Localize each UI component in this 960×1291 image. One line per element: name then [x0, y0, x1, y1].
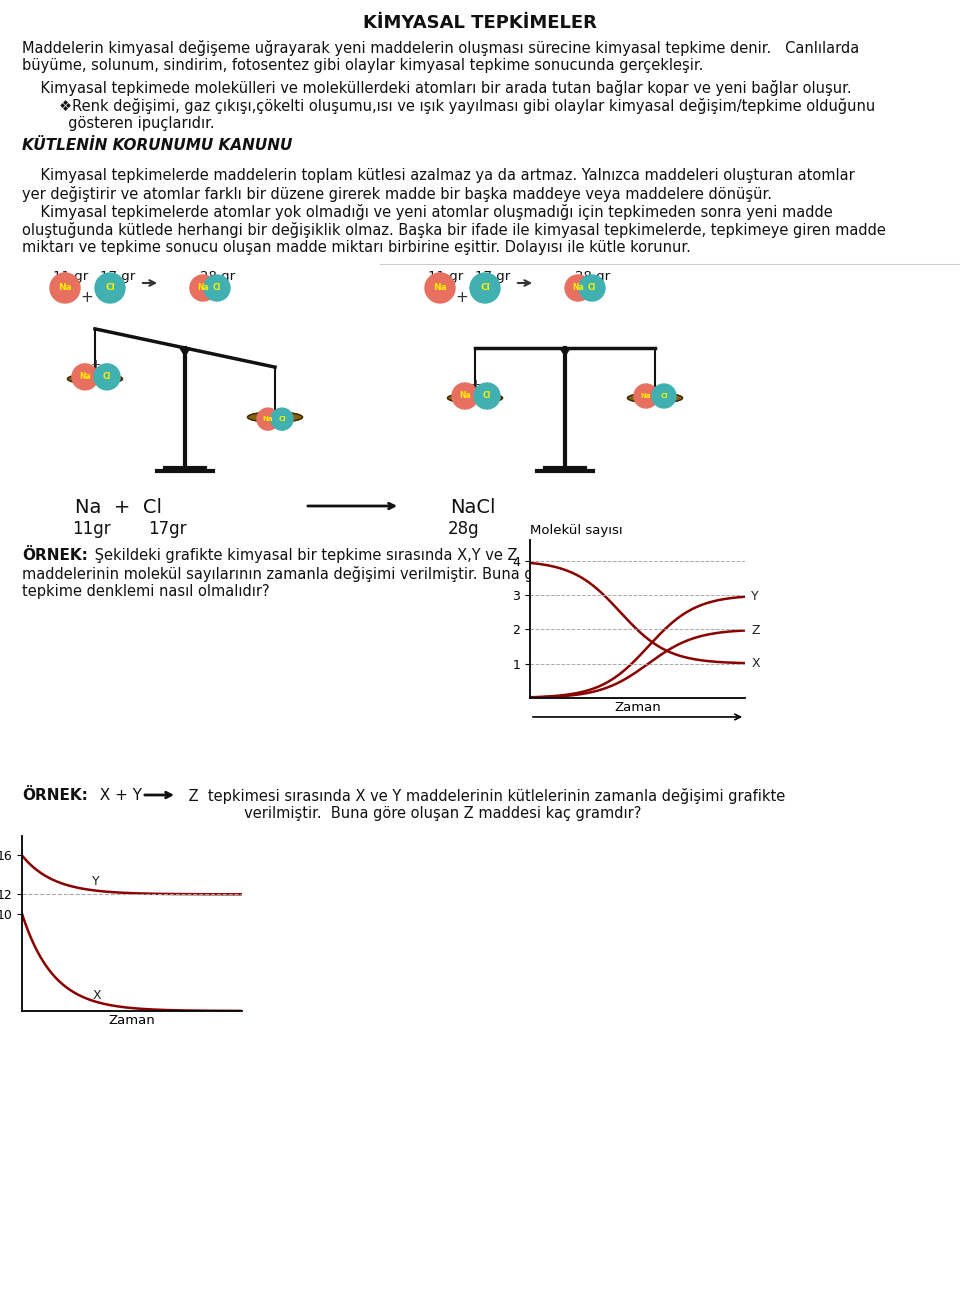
Circle shape [634, 383, 658, 408]
Text: Kimyasal tepkimelerde maddelerin toplam kütlesi azalmaz ya da artmaz. Yalnızca m: Kimyasal tepkimelerde maddelerin toplam … [22, 168, 854, 183]
Text: Na: Na [572, 284, 584, 293]
Circle shape [95, 272, 125, 303]
Text: 11gr: 11gr [72, 520, 110, 538]
Text: Na: Na [433, 284, 446, 293]
Circle shape [452, 383, 478, 409]
Text: Cl: Cl [480, 284, 490, 293]
Circle shape [271, 408, 293, 430]
Text: Cl: Cl [278, 416, 286, 422]
Text: maddelerinin molekül sayılarının zamanla değişimi verilmiştir. Buna göre: maddelerinin molekül sayılarının zamanla… [22, 565, 557, 582]
Ellipse shape [447, 392, 502, 403]
Text: Cl: Cl [213, 284, 221, 293]
Text: Cl: Cl [106, 284, 115, 293]
Text: Na  +  Cl: Na + Cl [75, 498, 162, 516]
Text: Cl: Cl [103, 372, 111, 381]
Text: +: + [90, 359, 102, 372]
Text: X + Y: X + Y [90, 788, 142, 803]
Text: Na: Na [459, 391, 470, 400]
Text: 28g: 28g [448, 520, 480, 538]
Text: Y: Y [92, 874, 100, 888]
Ellipse shape [248, 412, 302, 422]
Text: Na: Na [263, 416, 274, 422]
Text: +: + [456, 290, 468, 305]
Circle shape [652, 383, 676, 408]
Text: X: X [92, 989, 101, 1002]
Text: +: + [81, 290, 93, 305]
X-axis label: Zaman: Zaman [108, 1013, 156, 1026]
Text: Na: Na [79, 372, 91, 381]
Text: Na: Na [197, 284, 209, 293]
Text: Molekül sayısı: Molekül sayısı [530, 524, 623, 537]
Circle shape [204, 275, 230, 301]
Text: 17 gr: 17 gr [475, 270, 511, 283]
Circle shape [190, 275, 216, 301]
Text: NaCl: NaCl [450, 498, 495, 516]
Text: Na: Na [640, 392, 651, 399]
Text: miktarı ve tepkime sonucu oluşan madde miktarı birbirine eşittir. Dolayısı ile k: miktarı ve tepkime sonucu oluşan madde m… [22, 240, 691, 256]
X-axis label: Zaman: Zaman [614, 701, 660, 714]
Circle shape [579, 275, 605, 301]
Text: Maddelerin kimyasal değişeme uğrayarak yeni maddelerin oluşması sürecine kimyasa: Maddelerin kimyasal değişeme uğrayarak y… [22, 40, 859, 56]
Text: Y: Y [752, 590, 759, 603]
Circle shape [565, 275, 591, 301]
Text: yer değiştirir ve atomlar farklı bir düzene girerek madde bir başka maddeye veya: yer değiştirir ve atomlar farklı bir düz… [22, 186, 772, 201]
Text: Cl: Cl [483, 391, 492, 400]
Text: KİMYASAL TEPKİMELER: KİMYASAL TEPKİMELER [363, 14, 597, 32]
Text: Cl: Cl [588, 284, 596, 293]
Text: ÖRNEK:: ÖRNEK: [22, 547, 88, 563]
Circle shape [425, 272, 455, 303]
Text: ❖Renk değişimi, gaz çıkışı,çökelti oluşumu,ısı ve ışık yayılması gibi olaylar ki: ❖Renk değişimi, gaz çıkışı,çökelti oluşu… [22, 98, 876, 114]
Text: 11 gr: 11 gr [428, 270, 464, 283]
Circle shape [94, 364, 120, 390]
Text: Na: Na [59, 284, 72, 293]
Ellipse shape [67, 374, 123, 383]
Text: 28 gr: 28 gr [200, 270, 235, 283]
Text: Şekildeki grafikte kimyasal bir tepkime sırasında X,Y ve Z: Şekildeki grafikte kimyasal bir tepkime … [90, 547, 517, 563]
Ellipse shape [628, 392, 683, 403]
Polygon shape [560, 349, 570, 356]
Text: Z  tepkimesi sırasında X ve Y maddelerinin kütlelerinin zamanla değişimi grafikt: Z tepkimesi sırasında X ve Y maddelerini… [184, 788, 785, 804]
Circle shape [470, 272, 500, 303]
Text: ÖRNEK:: ÖRNEK: [22, 788, 88, 803]
Polygon shape [180, 349, 190, 356]
Text: Kimyasal tepkimelerde atomlar yok olmadığı ve yeni atomlar oluşmadığı için tepki: Kimyasal tepkimelerde atomlar yok olmadı… [22, 204, 832, 219]
Text: 17gr: 17gr [148, 520, 186, 538]
Text: tepkime denklemi nasıl olmalıdır?: tepkime denklemi nasıl olmalıdır? [22, 584, 270, 599]
Circle shape [72, 364, 98, 390]
Circle shape [50, 272, 80, 303]
Text: X: X [752, 657, 760, 670]
Text: 17 gr: 17 gr [100, 270, 135, 283]
Circle shape [257, 408, 279, 430]
Text: 28 gr: 28 gr [575, 270, 611, 283]
Text: oluştuğunda kütlede herhangi bir değişiklik olmaz. Başka bir ifade ile kimyasal : oluştuğunda kütlede herhangi bir değişik… [22, 222, 886, 238]
Text: büyüme, solunum, sindirim, fotosentez gibi olaylar kimyasal tepkime sonucunda ge: büyüme, solunum, sindirim, fotosentez gi… [22, 58, 704, 74]
Text: verilmiştir.  Buna göre oluşan Z maddesi kaç gramdır?: verilmiştir. Buna göre oluşan Z maddesi … [184, 806, 641, 821]
Circle shape [474, 383, 500, 409]
Text: KÜTLENİN KORUNUMU KANUNU: KÜTLENİN KORUNUMU KANUNU [22, 138, 293, 154]
Text: Z: Z [752, 624, 760, 636]
Text: Cl: Cl [660, 392, 668, 399]
Text: 11 gr: 11 gr [53, 270, 88, 283]
Text: gösteren ipuçlarıdır.: gösteren ipuçlarıdır. [22, 116, 215, 130]
Text: +: + [470, 377, 481, 390]
Text: Kimyasal tepkimede molekülleri ve moleküllerdeki atomları bir arada tutan bağlar: Kimyasal tepkimede molekülleri ve molekü… [22, 80, 852, 96]
